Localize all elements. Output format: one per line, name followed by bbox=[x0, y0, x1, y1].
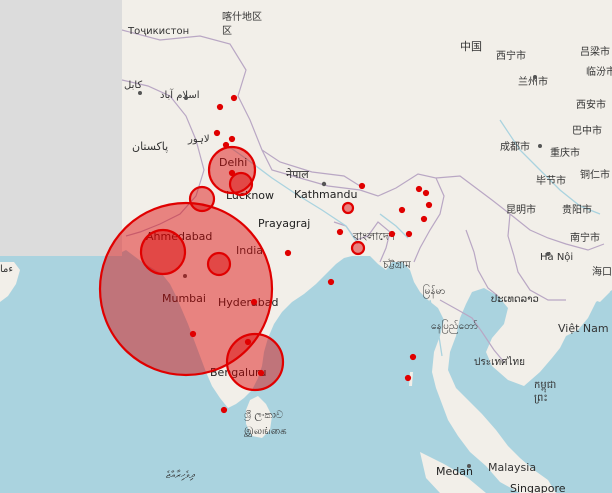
label-prayagraj: Prayagraj bbox=[258, 217, 310, 230]
case-dot-2[interactable] bbox=[213, 129, 221, 137]
label-india: India bbox=[236, 244, 263, 257]
label-srilanka-si: ශ්‍රී ලංකාව bbox=[244, 410, 283, 421]
label-chongqing: 重庆市 bbox=[550, 146, 580, 159]
city-points bbox=[138, 75, 550, 468]
map-labels: 喀什地区 区 Тоҷикистон 中国 西宁市 兰州市 吕梁市 临汾市 西安市… bbox=[0, 10, 612, 493]
marker-rajasthan[interactable] bbox=[188, 185, 216, 213]
label-malaysia: Malaysia bbox=[488, 461, 536, 474]
label-kabul: کابل bbox=[124, 80, 142, 91]
marker-kolkata[interactable] bbox=[350, 240, 366, 256]
marker-madhya[interactable] bbox=[206, 251, 232, 277]
label-xining: 西宁市 bbox=[496, 49, 526, 62]
land-sumatra bbox=[420, 452, 486, 493]
case-dot-0[interactable] bbox=[216, 103, 224, 111]
label-kashgar: 喀什地区 bbox=[222, 10, 262, 23]
case-dot-19[interactable] bbox=[220, 406, 228, 414]
label-myanmar: မြန်မာ bbox=[423, 283, 445, 299]
label-xian: 西安市 bbox=[576, 98, 606, 111]
case-dot-3[interactable] bbox=[228, 135, 236, 143]
land-hainan bbox=[586, 282, 610, 302]
case-dot-4[interactable] bbox=[222, 141, 230, 149]
missing-map-tile bbox=[0, 0, 122, 256]
label-hanoi: Hà Nội bbox=[540, 251, 573, 263]
case-dot-23[interactable] bbox=[228, 169, 236, 177]
label-guiyang: 贵阳市 bbox=[562, 203, 592, 216]
case-markers-layer bbox=[98, 94, 433, 414]
label-vietnam: Việt Nam bbox=[558, 322, 609, 335]
marker-chennai[interactable] bbox=[225, 332, 285, 392]
label-hyderabad: Hyderabad bbox=[218, 296, 279, 309]
case-dot-17[interactable] bbox=[404, 374, 412, 382]
case-dot-18[interactable] bbox=[409, 353, 417, 361]
case-dot-10[interactable] bbox=[398, 206, 406, 214]
marker-ahmedabad[interactable] bbox=[139, 228, 187, 276]
case-dot-16[interactable] bbox=[388, 230, 396, 238]
label-bijie: 毕节市 bbox=[536, 174, 566, 187]
case-dot-7[interactable] bbox=[284, 249, 292, 257]
land-mass-arabia bbox=[0, 262, 20, 302]
case-dot-1[interactable] bbox=[230, 94, 238, 102]
label-khmer1: កម្ពុជា bbox=[534, 380, 556, 393]
rivers bbox=[227, 119, 601, 357]
label-singapore: Singapore bbox=[510, 482, 566, 493]
case-dot-15[interactable] bbox=[420, 215, 428, 223]
label-linfen: 临汾市 bbox=[586, 65, 612, 78]
label-khmer2: ព្រះ bbox=[534, 393, 548, 404]
label-bengaluru: Bengaluru bbox=[210, 366, 267, 379]
case-dot-20[interactable] bbox=[189, 330, 197, 338]
label-chengdu: 成都市 bbox=[500, 140, 530, 153]
case-dot-22[interactable] bbox=[257, 369, 265, 377]
label-china: 中国 bbox=[460, 40, 482, 53]
label-laos: ປະເທດລາວ bbox=[491, 294, 539, 305]
case-dot-11[interactable] bbox=[405, 230, 413, 238]
label-thailand: ประเทศไทย bbox=[474, 356, 525, 368]
case-dot-21[interactable] bbox=[244, 338, 252, 346]
country-borders bbox=[121, 29, 605, 363]
label-islamabad: اسلام آباد bbox=[160, 88, 200, 101]
label-mumbai: Mumbai bbox=[162, 292, 206, 305]
case-dot-6[interactable] bbox=[327, 278, 335, 286]
case-dot-9[interactable] bbox=[358, 182, 366, 190]
case-dot-5[interactable] bbox=[250, 298, 258, 306]
label-lanzhou: 兰州市 bbox=[518, 75, 548, 88]
label-naypyidaw: နေပြည်တော် bbox=[431, 318, 478, 334]
case-dot-14[interactable] bbox=[425, 201, 433, 209]
label-nepal: नेपाल bbox=[286, 168, 309, 181]
label-kathmandu: Kathmandu bbox=[294, 188, 357, 201]
label-lvliang: 吕梁市 bbox=[580, 45, 610, 58]
label-pakistan: پاکستان bbox=[132, 140, 168, 153]
label-haikou: 海口 bbox=[592, 265, 612, 278]
label-nanning: 南宁市 bbox=[570, 231, 600, 244]
label-bazhong: 巴中市 bbox=[572, 124, 602, 137]
label-delhi: Delhi bbox=[219, 156, 247, 169]
label-tongren: 铜仁市 bbox=[580, 168, 610, 181]
marker-lucknow[interactable] bbox=[228, 171, 254, 197]
label-kashgar-2: 区 bbox=[222, 25, 232, 37]
label-lahore: لاہور bbox=[187, 134, 210, 145]
land-andaman bbox=[409, 372, 413, 386]
label-bangladesh: বাংলাদেশ bbox=[352, 230, 396, 243]
land-sri-lanka bbox=[246, 396, 272, 438]
case-dot-12[interactable] bbox=[415, 185, 423, 193]
label-maldives: ދިވެހިރާއްޖެ bbox=[166, 470, 195, 481]
label-chittagong: চট্টগ্রাম bbox=[382, 259, 411, 271]
case-dot-13[interactable] bbox=[422, 189, 430, 197]
label-kunming: 昆明市 bbox=[506, 203, 536, 216]
marker-patna[interactable] bbox=[341, 201, 355, 215]
label-srilanka-ta: இலங்கை bbox=[244, 426, 287, 437]
label-tajikistan: Тоҷикистон bbox=[127, 26, 189, 37]
case-dot-8[interactable] bbox=[336, 228, 344, 236]
label-medan: Medan bbox=[436, 465, 473, 478]
label-oman-fragment: ءما bbox=[0, 264, 13, 275]
marker-west-india[interactable] bbox=[98, 201, 274, 377]
